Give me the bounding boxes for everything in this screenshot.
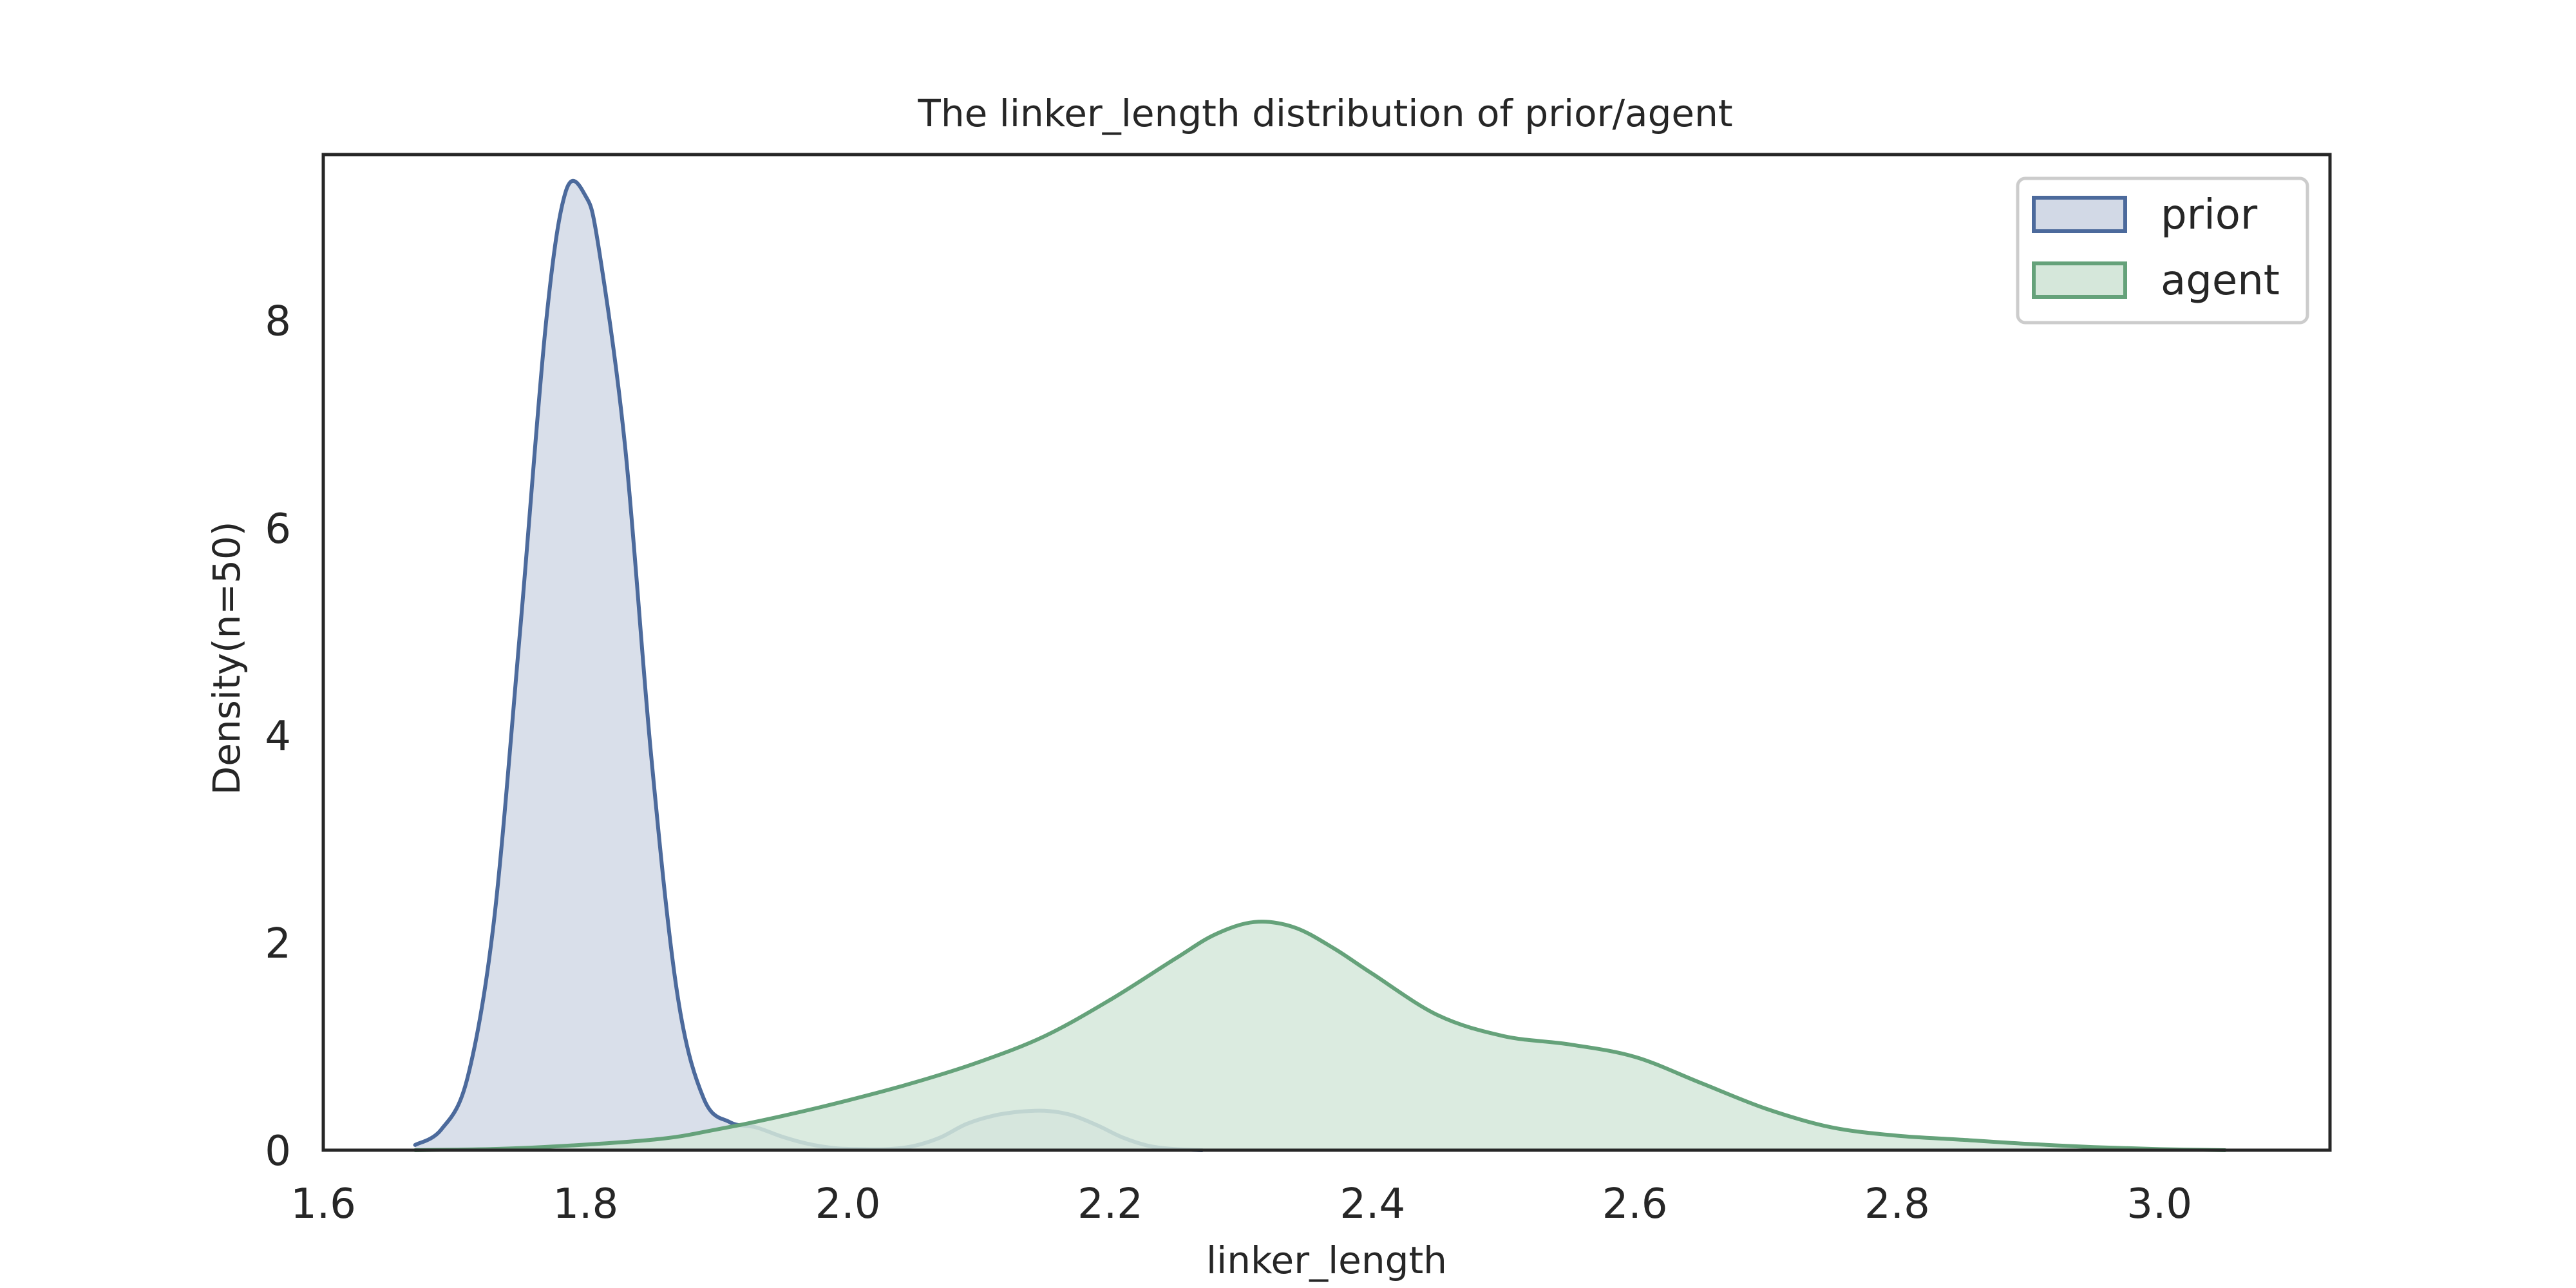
x-tick-label: 2.2 [1077,1180,1143,1228]
legend-swatch-agent [2032,261,2127,299]
x-tick-label: 2.8 [1864,1180,1930,1228]
x-axis-label: linker_length [1206,1238,1447,1282]
x-tick-label: 2.0 [815,1180,881,1228]
x-axis-ticks: 1.6 1.8 2.0 2.2 2.4 2.6 2.8 3.0 [290,1180,2192,1228]
x-tick-label: 1.8 [553,1180,618,1228]
y-axis-label: Density(n=50) [205,522,249,795]
y-tick-label: 0 [265,1128,291,1175]
legend-swatch-prior [2032,196,2127,233]
legend: prior agent [2016,176,2309,325]
y-axis-ticks: 0 2 4 6 8 [265,298,291,1175]
x-tick-label: 3.0 [2126,1180,2192,1228]
series-agent-area [415,922,2226,1150]
plot-frame [321,153,2332,1152]
x-tick-label: 2.4 [1340,1180,1405,1228]
x-tick-label: 1.6 [290,1180,356,1228]
x-tick-label: 2.6 [1602,1180,1668,1228]
y-tick-label: 4 [265,713,291,761]
legend-label-prior: prior [2161,191,2258,239]
y-tick-label: 2 [265,920,291,968]
series-prior-area [415,180,1202,1150]
series-agent-line [413,920,2228,1152]
y-tick-label: 8 [265,298,291,346]
chart-title: The linker_length distribution of prior/… [917,91,1732,135]
plot-area [413,178,2228,1152]
y-tick-label: 6 [265,506,291,553]
legend-label-agent: agent [2161,257,2280,305]
